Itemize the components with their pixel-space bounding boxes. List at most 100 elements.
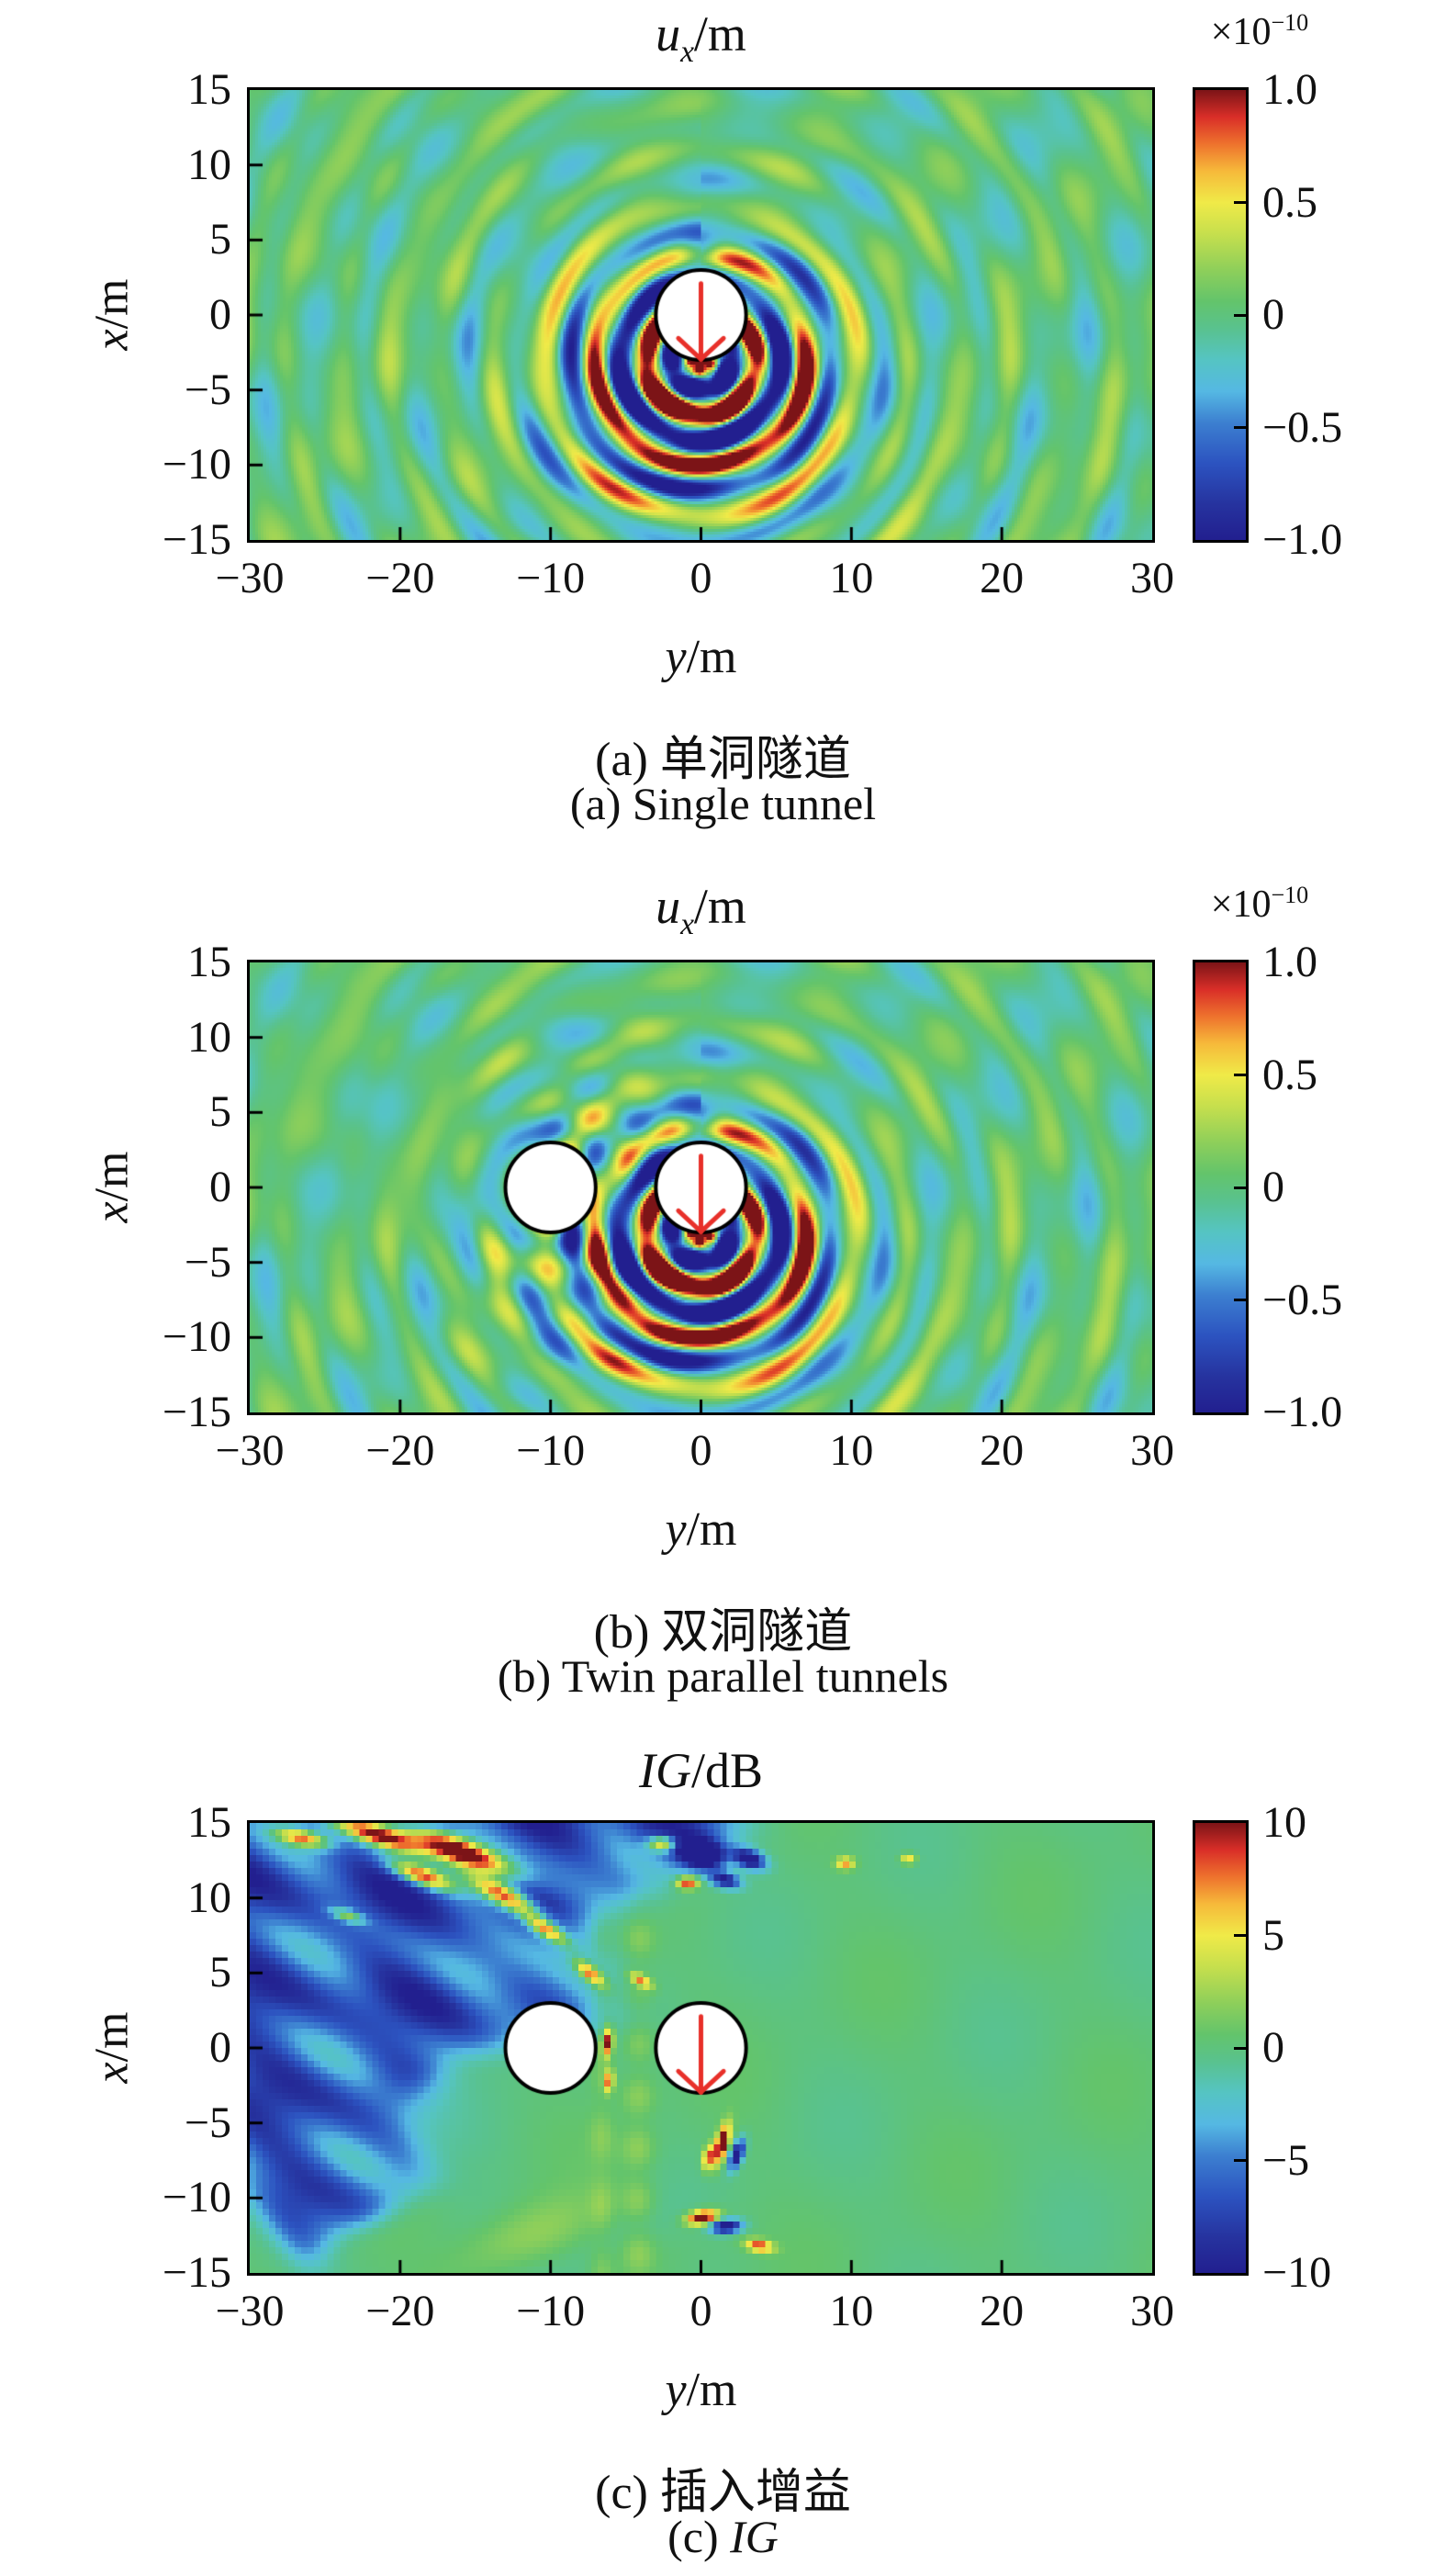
colorbar-tick-label: 5	[1262, 1910, 1284, 1960]
panel-title: IG/dB	[638, 1743, 763, 1798]
colorbar-tick-label: −5	[1262, 2135, 1310, 2185]
y-tick-label: −10	[162, 440, 231, 489]
x-tick-label: −20	[365, 554, 435, 602]
title-subscript: x	[680, 906, 694, 941]
colorbar-tick-label: 0	[1262, 1163, 1284, 1211]
y-tick-label: 5	[209, 1948, 231, 1997]
colorbar-tick-label: −0.5	[1262, 402, 1343, 452]
colorbar-tick-mark	[1234, 1186, 1246, 1189]
x-tick-label: 30	[1130, 1426, 1174, 1475]
x-tick-label: −10	[516, 554, 586, 602]
colorbar-tick-mark	[1234, 2159, 1246, 2162]
y-tick-label: 0	[209, 1163, 231, 1211]
caption-en: (c) IG	[667, 2511, 779, 2562]
multiplier-exponent: −10	[1271, 9, 1309, 36]
colorbar-tick-label: −1.0	[1262, 515, 1343, 564]
colorbar-tick-label: 0	[1262, 290, 1284, 339]
y-tick-label: −5	[184, 2098, 231, 2147]
x-tick-label: 0	[689, 554, 712, 602]
panel-title: ux/m	[656, 879, 746, 941]
y-tick-label: 5	[209, 1087, 231, 1137]
x-axis-label: y/m	[665, 1503, 737, 1556]
panel-title: ux/m	[656, 6, 746, 69]
title-variable: u	[656, 6, 681, 62]
colorbar-tick-mark	[1234, 1074, 1246, 1076]
x-tick-label: −10	[516, 2287, 586, 2335]
colorbar-tick-label: 0	[1262, 2023, 1284, 2072]
x-tick-label: −30	[215, 1426, 285, 1475]
y-tick-label: 0	[209, 290, 231, 339]
colorbar-tick-label: 0.5	[1262, 1050, 1317, 1099]
plot-area	[247, 87, 1155, 543]
colorbar	[1193, 87, 1249, 543]
x-tick-label: 20	[980, 2287, 1025, 2335]
y-tick-label: −5	[184, 365, 231, 414]
x-tick-label: 0	[689, 1426, 712, 1475]
caption-en: (b) Twin parallel tunnels	[497, 1650, 949, 1702]
x-axis-variable: y	[665, 1503, 687, 1556]
colorbar-multiplier: ×10−10	[1210, 882, 1309, 926]
multiplier-exponent: −10	[1271, 882, 1309, 908]
colorbar-tick-mark	[1234, 1299, 1246, 1301]
colorbar-tick-mark	[1234, 426, 1246, 429]
caption-variable: IG	[730, 2511, 779, 2562]
colorbar-tick-mark	[1234, 1934, 1246, 1937]
x-axis-label: y/m	[665, 2364, 737, 2416]
x-tick-label: 10	[829, 2287, 874, 2335]
colorbar-tick-label: 10	[1262, 1798, 1306, 1847]
annotations-canvas	[250, 962, 1152, 1412]
y-tick-label: 5	[209, 215, 231, 264]
x-tick-label: −20	[365, 1426, 435, 1475]
colorbar	[1193, 960, 1249, 1415]
x-tick-label: −20	[365, 2287, 435, 2335]
y-tick-label: 0	[209, 2023, 231, 2072]
y-tick-label: −15	[162, 2248, 231, 2297]
annotations-canvas	[250, 90, 1152, 540]
colorbar-tick-label: 1.0	[1262, 938, 1317, 986]
x-tick-label: 30	[1130, 2287, 1174, 2335]
colorbar-multiplier: ×10−10	[1210, 9, 1309, 53]
colorbar-tick-mark	[1234, 2046, 1246, 2050]
y-tick-label: 15	[187, 938, 231, 986]
y-tick-label: 10	[187, 1873, 231, 1922]
caption-zh: (a) 单洞隧道	[595, 734, 851, 786]
plot-area	[247, 960, 1155, 1415]
caption-zh: (b) 双洞隧道	[593, 1606, 853, 1659]
plot-area	[247, 1820, 1155, 2276]
x-tick-label: 10	[829, 1426, 874, 1475]
x-tick-label: 20	[980, 554, 1025, 602]
x-tick-label: −10	[516, 1426, 586, 1475]
colorbar-tick-label: −10	[1262, 2248, 1332, 2297]
y-tick-label: −15	[162, 1388, 231, 1436]
title-variable: u	[656, 879, 681, 934]
x-tick-label: 0	[689, 2287, 712, 2335]
y-tick-label: 15	[187, 65, 231, 114]
y-tick-label: 15	[187, 1798, 231, 1847]
colorbar-tick-label: 0.5	[1262, 177, 1317, 227]
x-tick-label: −30	[215, 2287, 285, 2335]
y-tick-label: 10	[187, 140, 231, 189]
x-axis-variable: y	[665, 631, 687, 683]
x-axis-variable: y	[665, 2364, 687, 2416]
annotations-canvas	[250, 1823, 1152, 2273]
y-tick-label: −10	[162, 2173, 231, 2222]
x-axis-label: y/m	[665, 631, 737, 683]
colorbar-tick-label: −1.0	[1262, 1388, 1343, 1436]
x-tick-label: −30	[215, 554, 285, 602]
y-tick-label: −10	[162, 1312, 231, 1362]
y-tick-label: −15	[162, 515, 231, 564]
y-tick-label: 10	[187, 1012, 231, 1062]
caption-en: (a) Single tunnel	[569, 778, 877, 829]
caption-zh: (c) 插入增益	[595, 2467, 851, 2519]
colorbar	[1193, 1820, 1249, 2276]
colorbar-tick-label: −0.5	[1262, 1275, 1343, 1324]
title-variable: IG	[638, 1743, 691, 1798]
x-tick-label: 10	[829, 554, 874, 602]
x-tick-label: 30	[1130, 554, 1174, 602]
colorbar-tick-mark	[1234, 201, 1246, 204]
colorbar-tick-mark	[1234, 313, 1246, 317]
x-tick-label: 20	[980, 1426, 1025, 1475]
y-tick-label: −5	[184, 1237, 231, 1287]
title-subscript: x	[680, 34, 694, 69]
